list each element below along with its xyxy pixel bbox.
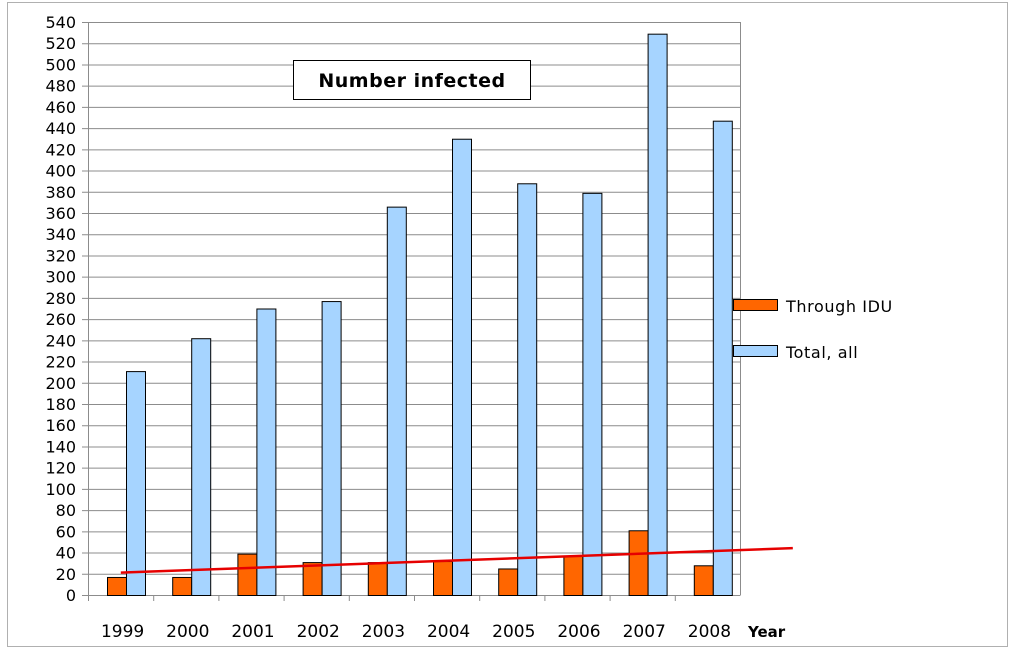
bar-total-all (517, 183, 538, 597)
legend-swatch-total-all (733, 345, 778, 357)
chart-title-box: Number infected (293, 60, 531, 100)
y-tick-label: 0 (66, 586, 76, 605)
x-tick-label: 2002 (297, 622, 340, 642)
bar-through-idu (628, 530, 649, 596)
y-tick-label: 420 (45, 140, 76, 159)
bar-through-idu (367, 562, 388, 596)
y-tick-label: 540 (45, 13, 76, 32)
y-tick-label: 40 (56, 544, 76, 563)
y-tick-label: 460 (45, 98, 76, 117)
bar-total-all (647, 33, 668, 596)
x-tick-label: 2006 (557, 622, 600, 642)
bar-through-idu (563, 555, 584, 597)
bar-total-all (126, 371, 146, 596)
y-tick-label: 60 (56, 522, 76, 541)
x-tick-label: 2008 (688, 622, 731, 642)
x-tick-label: 1999 (101, 622, 144, 642)
bars (107, 33, 733, 597)
y-tick-label: 480 (45, 77, 76, 96)
y-tick-label: 140 (45, 437, 76, 456)
legend-label-total-all: Total, all (785, 343, 858, 362)
x-tick-label: 2003 (362, 622, 405, 642)
bar-total-all (321, 301, 342, 596)
y-tick-label: 300 (45, 268, 76, 287)
y-tick-label: 260 (45, 310, 76, 329)
x-tick-label: 2001 (231, 622, 274, 642)
legend-swatch-through-idu (733, 299, 778, 311)
bar-total-all (256, 308, 277, 596)
y-tick-label: 380 (45, 183, 76, 202)
y-tick-label: 520 (45, 34, 76, 53)
y-tick-label: 160 (45, 416, 76, 435)
y-tick-label: 220 (45, 353, 76, 372)
bar-total-all (386, 206, 407, 596)
trend-line (120, 546, 793, 574)
y-tick-label: 120 (45, 459, 76, 478)
bar-through-idu (498, 568, 519, 597)
bar-through-idu (433, 561, 453, 596)
y-tick-label: 20 (56, 565, 76, 584)
bar-total-all (712, 120, 733, 597)
x-tick-label: 2005 (492, 622, 535, 642)
y-tick-label: 80 (56, 501, 76, 520)
bar-through-idu (693, 565, 714, 596)
legend-label-through-idu: Through IDU (785, 297, 893, 316)
y-tick-label: 360 (45, 204, 76, 223)
x-tick-label: 2004 (427, 622, 470, 642)
x-axis-title: Year (747, 623, 786, 641)
y-tick-label: 180 (45, 395, 76, 414)
y-tick-label: 320 (45, 246, 76, 265)
y-tick-label: 280 (45, 289, 76, 308)
legend: Through IDU Total, all (733, 297, 893, 362)
y-tick-label: 200 (45, 374, 76, 393)
y-tick-label: 440 (45, 119, 76, 138)
y-tick-label: 240 (45, 331, 76, 350)
y-tick-label: 100 (45, 480, 76, 499)
bar-total-all (191, 338, 212, 596)
chart-title: Number infected (318, 70, 505, 92)
bar-total-all (452, 138, 472, 596)
bar-through-idu (107, 576, 127, 597)
x-tick-label: 2007 (623, 622, 666, 642)
x-axis-categories: 1999 2000 2001 2002 2003 2004 2005 2006 2007 2008 (101, 622, 731, 642)
chart-border (7, 2, 1008, 647)
y-tick-label: 340 (45, 225, 76, 244)
y-tick-label: 500 (45, 55, 76, 74)
y-axis-ticks: 0 20 40 60 80 100 120 140 160 180 200 220 240 260 280 3… (45, 13, 76, 605)
y-tick-label: 400 (45, 162, 76, 181)
bar-through-idu (237, 553, 258, 596)
bar-through-idu (302, 562, 323, 596)
x-tick-label: 2000 (166, 622, 209, 642)
bar-through-idu (172, 576, 193, 597)
bar-total-all (582, 192, 603, 596)
